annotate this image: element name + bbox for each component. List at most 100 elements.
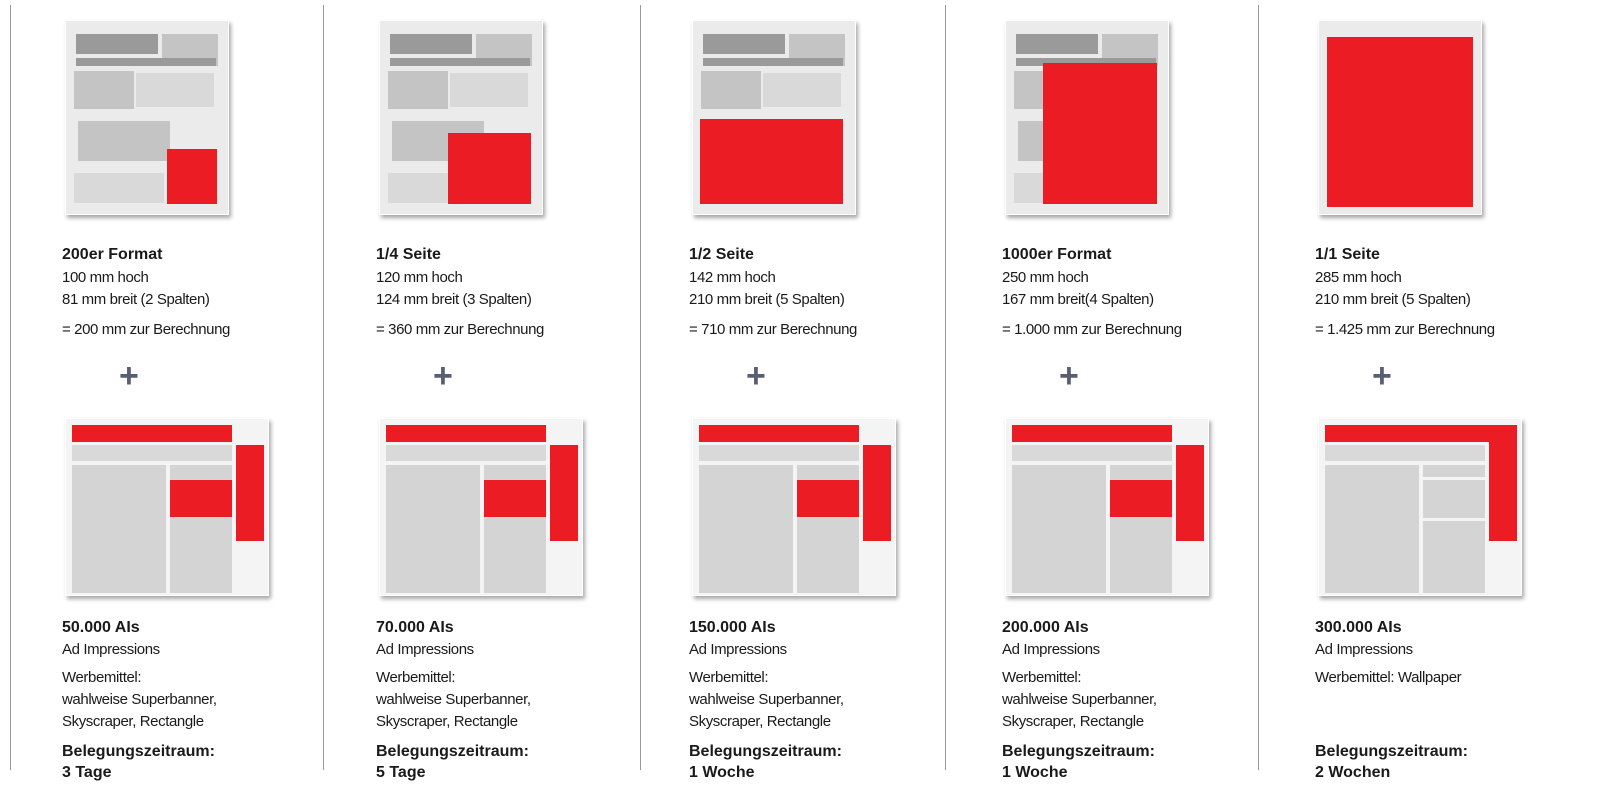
print-page-icon — [65, 20, 229, 215]
block — [1423, 521, 1485, 593]
block — [1016, 58, 1156, 66]
divider — [640, 5, 641, 770]
superbanner — [699, 425, 859, 442]
print-line: 210 mm breit (5 Spalten) — [1315, 291, 1471, 308]
print-title: 1/4 Seite — [376, 246, 441, 263]
online-line: Skyscraper, Rectangle — [62, 713, 204, 730]
online-subtitle: Ad Impressions — [1002, 641, 1100, 658]
print-ad — [1043, 63, 1157, 204]
print-calc: = 710 mm zur Berechnung — [689, 321, 857, 338]
period: 5 Tage — [376, 764, 426, 781]
print-page-icon — [1005, 20, 1169, 215]
online-line: Werbemittel: Wallpaper — [1315, 669, 1462, 686]
block — [703, 34, 785, 54]
online-line: Skyscraper, Rectangle — [1002, 713, 1144, 730]
rectangle — [1110, 480, 1172, 517]
block — [76, 34, 158, 54]
online-line: wahlweise Superbanner, — [62, 691, 217, 708]
online-line: wahlweise Superbanner, — [689, 691, 844, 708]
plus-icon: + — [1372, 357, 1392, 395]
print-title: 1/1 Seite — [1315, 246, 1380, 263]
print-ad — [1327, 37, 1473, 207]
online-subtitle: Ad Impressions — [1315, 641, 1413, 658]
skyscraper — [1176, 445, 1204, 541]
block — [1012, 445, 1172, 461]
divider — [945, 5, 946, 770]
block — [388, 71, 448, 109]
online-title: 70.000 AIs — [376, 619, 454, 636]
online-subtitle: Ad Impressions — [376, 641, 474, 658]
period: 1 Woche — [689, 764, 755, 781]
rectangle — [484, 480, 546, 517]
block — [701, 71, 761, 109]
block — [390, 58, 530, 66]
block — [763, 73, 841, 107]
print-title: 1000er Format — [1002, 246, 1112, 263]
print-line: 120 mm hoch — [376, 269, 463, 286]
print-calc: = 1.425 mm zur Berechnung — [1315, 321, 1495, 338]
block — [1423, 480, 1485, 518]
print-page-icon — [1318, 20, 1482, 215]
print-line: 167 mm breit(4 Spalten) — [1002, 291, 1154, 308]
online-line: Skyscraper, Rectangle — [376, 713, 518, 730]
divider — [10, 5, 11, 770]
print-line: 100 mm hoch — [62, 269, 149, 286]
online-line: Werbemittel: — [62, 669, 142, 686]
print-page-icon — [379, 20, 543, 215]
period-label: Belegungszeitraum: — [1315, 743, 1468, 760]
online-line: Skyscraper, Rectangle — [689, 713, 831, 730]
online-title: 200.000 AIs — [1002, 619, 1089, 636]
print-page-icon — [692, 20, 856, 215]
online-line: wahlweise Superbanner, — [376, 691, 531, 708]
print-title: 1/2 Seite — [689, 246, 754, 263]
wallpaper-side — [1489, 425, 1517, 541]
online-title: 300.000 AIs — [1315, 619, 1402, 636]
block — [74, 71, 134, 109]
web-page-icon — [65, 418, 269, 596]
online-line: Werbemittel: — [1002, 669, 1082, 686]
block — [386, 445, 546, 461]
block — [1325, 445, 1485, 461]
block — [74, 173, 164, 203]
period-label: Belegungszeitraum: — [1002, 743, 1155, 760]
online-line: Werbemittel: — [376, 669, 456, 686]
print-line: 81 mm breit (2 Spalten) — [62, 291, 210, 308]
skyscraper — [236, 445, 264, 541]
block — [1012, 465, 1106, 593]
block — [78, 121, 170, 161]
block — [72, 465, 166, 593]
online-title: 50.000 AIs — [62, 619, 140, 636]
period-label: Belegungszeitraum: — [376, 743, 529, 760]
block — [1423, 465, 1485, 477]
plus-icon: + — [746, 357, 766, 395]
print-line: 124 mm breit (3 Spalten) — [376, 291, 532, 308]
online-title: 150.000 AIs — [689, 619, 776, 636]
block — [386, 465, 480, 593]
period-label: Belegungszeitraum: — [62, 743, 215, 760]
online-line: Werbemittel: — [689, 669, 769, 686]
print-ad — [167, 149, 217, 204]
online-line: wahlweise Superbanner, — [1002, 691, 1157, 708]
print-calc: = 200 mm zur Berechnung — [62, 321, 230, 338]
block — [76, 58, 216, 66]
block — [136, 73, 214, 107]
plus-icon: + — [433, 357, 453, 395]
print-line: 285 mm hoch — [1315, 269, 1402, 286]
print-line: 210 mm breit (5 Spalten) — [689, 291, 845, 308]
block — [699, 445, 859, 461]
print-line: 142 mm hoch — [689, 269, 776, 286]
divider — [1258, 5, 1259, 770]
web-page-icon — [379, 418, 583, 596]
period-label: Belegungszeitraum: — [689, 743, 842, 760]
wallpaper-top — [1325, 425, 1517, 442]
online-subtitle: Ad Impressions — [689, 641, 787, 658]
print-calc: = 1.000 mm zur Berechnung — [1002, 321, 1182, 338]
plus-icon: + — [119, 357, 139, 395]
print-ad — [448, 133, 531, 204]
period: 2 Wochen — [1315, 764, 1391, 781]
superbanner — [1012, 425, 1172, 442]
print-title: 200er Format — [62, 246, 163, 263]
skyscraper — [863, 445, 891, 541]
divider — [323, 5, 324, 770]
